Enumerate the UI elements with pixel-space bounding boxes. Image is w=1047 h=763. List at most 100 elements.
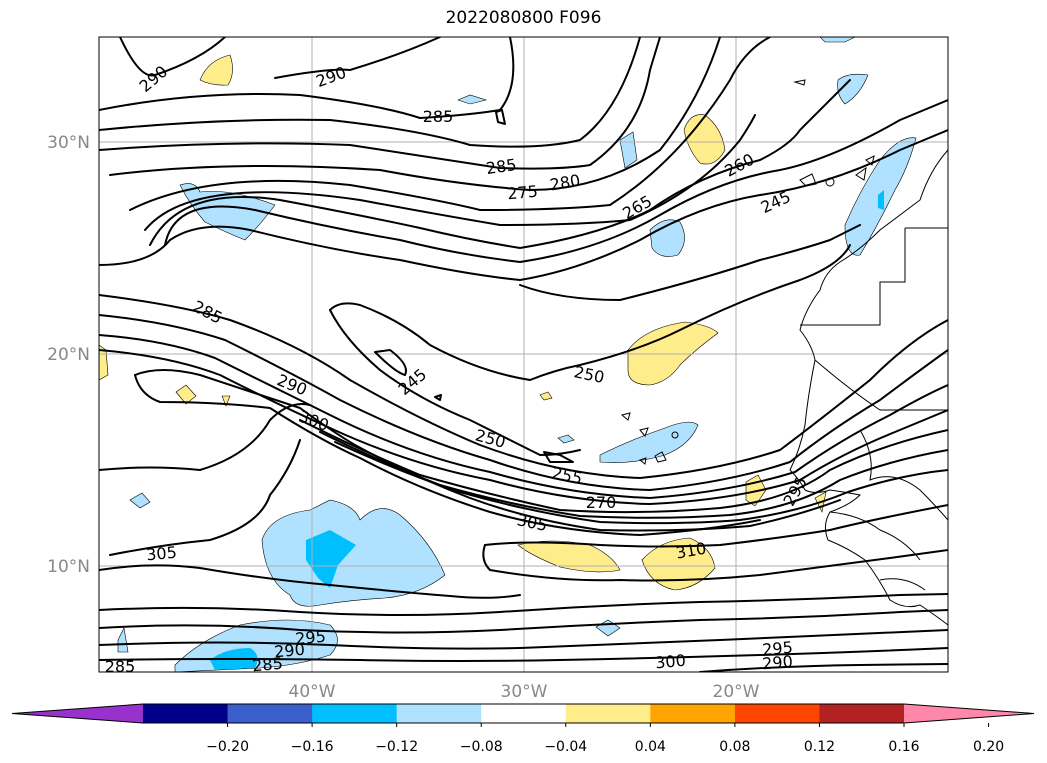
contour-label: 285 — [251, 654, 283, 676]
fill-blue-light — [457, 94, 488, 105]
contour-line — [99, 37, 661, 170]
colorbar-tick-label: −0.16 — [291, 739, 334, 755]
contour-label: 275 — [506, 182, 538, 204]
colorbar-tick-label: 0.04 — [635, 739, 666, 755]
contour-label: 270 — [586, 493, 617, 512]
contour-label: 250 — [572, 362, 606, 387]
fill-blue-light — [595, 619, 621, 637]
contour-line — [129, 37, 771, 211]
contour-line — [99, 334, 948, 499]
cape-verde-islands — [620, 412, 679, 465]
country-border — [859, 429, 948, 521]
latitude-labels: 30°N 20°N 10°N — [47, 133, 90, 577]
contour-line — [99, 349, 948, 505]
contour-label: 255 — [550, 463, 584, 488]
contour-line — [99, 609, 948, 634]
fill-yellow — [175, 384, 197, 405]
contour-line — [99, 294, 948, 479]
fill-blue-light — [117, 627, 129, 653]
contour-label: 300 — [654, 651, 686, 673]
contour-line — [99, 593, 948, 616]
contour-line — [699, 663, 948, 672]
contour-line — [495, 109, 506, 125]
fill-yellow — [539, 391, 553, 401]
contour-line — [374, 349, 407, 376]
fill-yellow — [641, 537, 716, 591]
contour-label: 290 — [273, 640, 305, 662]
colorbar-swatch — [650, 704, 736, 723]
contour-line — [134, 369, 841, 532]
contour-label: 245 — [395, 365, 431, 399]
colorbar-tick-label: −0.20 — [206, 739, 249, 755]
contour-line — [482, 544, 948, 582]
contour-line — [543, 451, 574, 463]
fill-blue-light — [837, 73, 869, 105]
map-title: 2022080800 F096 — [445, 8, 602, 28]
contour-line — [274, 37, 441, 79]
contour-label: 285 — [485, 155, 518, 178]
fill-blue-light — [557, 434, 575, 444]
longitude-labels: 40°W 30°W 20°W — [289, 682, 760, 702]
colorbar-swatch — [227, 704, 313, 723]
contour-label: 305 — [145, 543, 177, 565]
contour-line — [109, 37, 721, 191]
colorbar-tick-label: −0.04 — [544, 739, 587, 755]
contour-label: 245 — [758, 187, 794, 217]
lat-tick-label: 20°N — [47, 345, 90, 365]
colorbar-swatch — [143, 704, 229, 723]
canary-islands — [793, 79, 875, 187]
contour-line — [144, 114, 756, 231]
lat-tick-label: 30°N — [47, 133, 90, 153]
contour-line — [99, 564, 521, 599]
contour-label: 285 — [423, 107, 454, 126]
fill-blue-light — [599, 421, 699, 463]
country-border — [829, 511, 921, 561]
contour-line — [149, 79, 851, 249]
contour-label: 305 — [515, 510, 549, 535]
contour-line — [99, 629, 948, 650]
colorbar-tick-label: −0.12 — [375, 739, 418, 755]
contour-label: 295 — [761, 638, 793, 660]
lon-tick-label: 20°W — [713, 682, 760, 702]
contour-label: 290 — [136, 62, 172, 96]
colorbar-swatch — [396, 704, 482, 723]
fill-blue-light — [619, 131, 638, 169]
coastlines — [620, 79, 948, 626]
colorbar-outline — [11, 703, 1035, 724]
colorbar-swatch — [565, 704, 651, 723]
fill-yellow — [683, 114, 726, 165]
country-border — [814, 359, 948, 411]
lon-tick-label: 40°W — [289, 682, 336, 702]
colorbar-tick-label: 0.12 — [804, 739, 835, 755]
fill-blue-strong — [306, 530, 356, 588]
map-frame — [98, 36, 949, 673]
country-border — [879, 578, 926, 591]
fill-yellow — [199, 54, 233, 86]
colorbar-extend-min — [12, 704, 143, 723]
fill-blue-light — [261, 499, 446, 607]
colorbar-swatch — [734, 704, 820, 723]
colorbar-tick-label: 0.20 — [973, 739, 1004, 755]
contour-label: 290 — [314, 63, 349, 91]
contour-lines — [99, 37, 948, 672]
colorbar-swatch — [312, 704, 398, 723]
contour-line — [434, 394, 442, 401]
contour-line — [99, 647, 948, 662]
lat-tick-label: 10°N — [47, 557, 90, 577]
contour-line — [134, 374, 761, 536]
fill-blue-light — [129, 492, 151, 509]
fill-yellow — [221, 395, 231, 407]
country-border — [800, 228, 906, 326]
colorbar: −0.20 −0.16 −0.12 −0.08 −0.04 0.04 0.08 0.12 0.1… — [11, 703, 1035, 755]
colorbar-swatch — [819, 704, 905, 723]
contour-line — [99, 37, 641, 148]
contour-line — [164, 99, 948, 263]
contour-line — [299, 419, 948, 514]
colorbar-tick-label: −0.08 — [460, 739, 503, 755]
contour-line — [99, 403, 311, 471]
contour-line — [329, 309, 581, 456]
contour-line — [99, 314, 948, 491]
contour-line — [109, 439, 301, 556]
contour-label: 290 — [761, 652, 793, 674]
lon-tick-label: 30°W — [501, 682, 548, 702]
